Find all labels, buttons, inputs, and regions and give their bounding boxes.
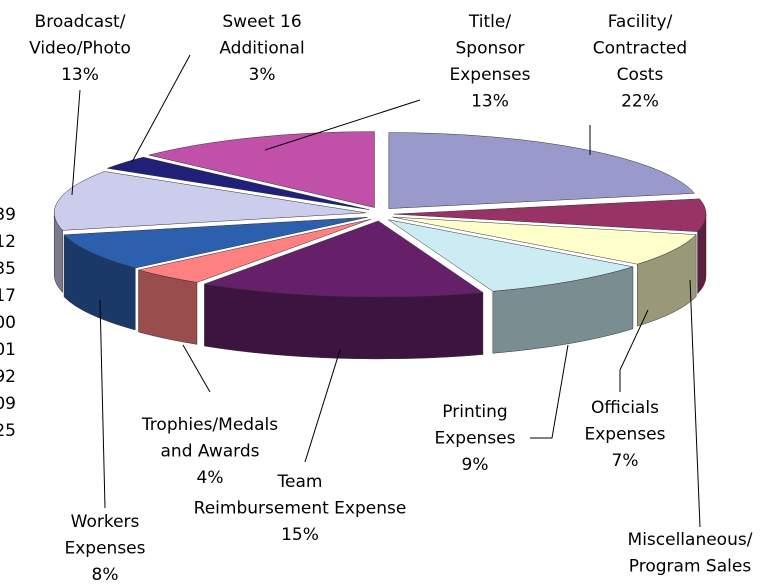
slice — [203, 220, 484, 298]
slice-label: Expenses — [585, 425, 666, 445]
value-label: 22% — [621, 92, 659, 112]
slice-label: Officials — [591, 398, 659, 418]
value-label: 15% — [281, 525, 319, 545]
slice — [393, 198, 707, 232]
slice-label: Costs — [617, 65, 664, 85]
slice-label: Expenses — [435, 429, 516, 449]
slice-label: Workers — [71, 512, 140, 532]
side-text: 19.39 — [0, 205, 16, 225]
leader-line — [182, 344, 211, 393]
leader-line — [99, 299, 106, 509]
slice-side — [138, 269, 198, 345]
leader-line — [689, 279, 701, 528]
value-label: 8% — [92, 565, 119, 584]
slice-label: Video/Photo — [29, 39, 131, 59]
leader-line — [131, 54, 191, 163]
leader-line — [619, 309, 649, 392]
side-text: 42.92 — [0, 367, 16, 387]
value-label: 4% — [197, 468, 224, 488]
value-label: 13% — [471, 92, 509, 112]
side-text: 51.25 — [0, 421, 16, 441]
leader-line — [264, 99, 421, 151]
slice-label: Additional — [219, 39, 304, 59]
side-text: 05.17 — [0, 286, 16, 306]
slice-label: Reimbursement Expense — [194, 499, 407, 519]
slice — [148, 131, 375, 208]
slice-label: Expenses — [450, 65, 531, 85]
slice-label: Sweet 16 — [222, 12, 301, 32]
leader-line — [530, 344, 569, 439]
slice-label: Trophies/Medals — [141, 415, 278, 435]
slice — [388, 132, 696, 209]
slice-label: and Awards — [161, 442, 260, 462]
slice — [138, 219, 371, 283]
slice — [392, 216, 697, 265]
value-label: 13% — [61, 65, 99, 85]
slice — [388, 219, 634, 292]
slice-label: Team — [277, 472, 323, 492]
side-text: 49.35 — [0, 259, 16, 279]
slice-label: Broadcast/ — [35, 12, 126, 32]
value-label: 9% — [462, 455, 489, 475]
slice-label: Contracted — [593, 39, 687, 59]
slice-label: Sponsor — [455, 39, 524, 59]
slice-label: Printing — [442, 402, 507, 422]
slice-label: Expenses — [65, 539, 146, 559]
leader-line — [304, 349, 341, 463]
slice-label: Program Sales — [629, 557, 752, 577]
leader-line — [71, 89, 81, 196]
slice-label: Title/ — [468, 12, 511, 32]
side-text: 72.00 — [0, 313, 16, 333]
side-text: 01.01 — [0, 340, 16, 360]
slice — [63, 216, 368, 269]
value-label: 7% — [612, 451, 639, 471]
value-label: 3% — [249, 65, 276, 85]
slice-label: Facility/ — [608, 12, 673, 32]
slice — [106, 156, 370, 210]
side-text: 34.09 — [0, 394, 16, 414]
slice-label: Miscellaneous/ — [628, 530, 753, 550]
side-text: 26.12 — [0, 232, 16, 252]
slice — [53, 171, 367, 231]
